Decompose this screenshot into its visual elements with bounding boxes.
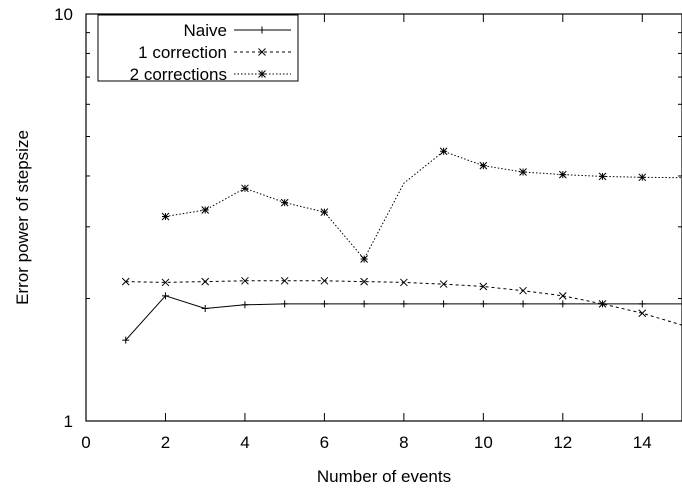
data-point [201, 304, 209, 312]
data-point [519, 300, 527, 308]
series-1 [122, 292, 682, 344]
series-line [165, 150, 682, 260]
data-point [280, 198, 289, 207]
legend-label: 1 correction [138, 43, 227, 62]
x-axis: 0 2 4 6 8 10 12 14 [81, 14, 652, 452]
data-point [479, 300, 487, 308]
series-3 [161, 147, 682, 263]
legend-box [97, 14, 299, 82]
legend-label: 2 corrections [130, 65, 227, 84]
legend-marker [258, 48, 266, 56]
x-tick-label: 10 [474, 433, 493, 452]
plot-frame [85, 13, 682, 422]
data-point [598, 172, 607, 181]
legend: Naive 1 correction 2 corrections [97, 14, 299, 84]
data-point [241, 301, 249, 309]
x-tick-label: 6 [320, 433, 329, 452]
legend-marker [258, 70, 266, 78]
data-point [320, 208, 329, 216]
data-point [161, 278, 170, 287]
x-axis-title: Number of events [317, 467, 451, 486]
data-point [360, 277, 368, 286]
y-axis: 1 10 [54, 5, 682, 431]
x-tick-label: 12 [553, 433, 572, 452]
data-point [439, 147, 448, 156]
series-2 [121, 276, 682, 326]
data-point [638, 173, 647, 182]
data-point [479, 161, 488, 170]
data-point [122, 336, 130, 344]
data-point [201, 277, 210, 286]
plot-border [85, 13, 682, 422]
data-point [558, 291, 567, 300]
data-point [360, 300, 368, 308]
y-axis-title: Error power of stepsize [13, 130, 32, 305]
x-tick-label: 2 [161, 433, 170, 452]
data-point [559, 300, 567, 308]
data-point [558, 170, 567, 179]
data-point [281, 300, 289, 308]
data-point [201, 206, 210, 214]
y-tick-label: 1 [64, 412, 73, 431]
legend-marker [258, 26, 266, 34]
data-point [479, 282, 488, 291]
data-point [320, 276, 329, 285]
data-point [638, 300, 646, 308]
data-point [121, 277, 130, 286]
data-point [320, 300, 328, 308]
data-point [400, 300, 408, 308]
data-point [519, 168, 527, 176]
data-point [161, 212, 170, 221]
legend-label: Naive [184, 21, 227, 40]
data-point [638, 309, 647, 318]
data-point [439, 280, 448, 288]
data-point [400, 278, 408, 287]
series-clip-group [121, 147, 682, 344]
data-point [519, 286, 527, 295]
x-tick-label: 8 [399, 433, 408, 452]
x-tick-label: 4 [240, 433, 249, 452]
data-point [598, 300, 607, 308]
data-point [161, 292, 169, 300]
x-tick-label: 14 [633, 433, 652, 452]
y-tick-label: 10 [54, 5, 73, 24]
data-point [241, 184, 249, 193]
x-tick-label: 0 [81, 433, 90, 452]
data-point [440, 300, 448, 308]
data-point [360, 255, 368, 263]
data-point [241, 276, 249, 285]
data-point [280, 276, 289, 285]
series-layer [121, 147, 682, 344]
